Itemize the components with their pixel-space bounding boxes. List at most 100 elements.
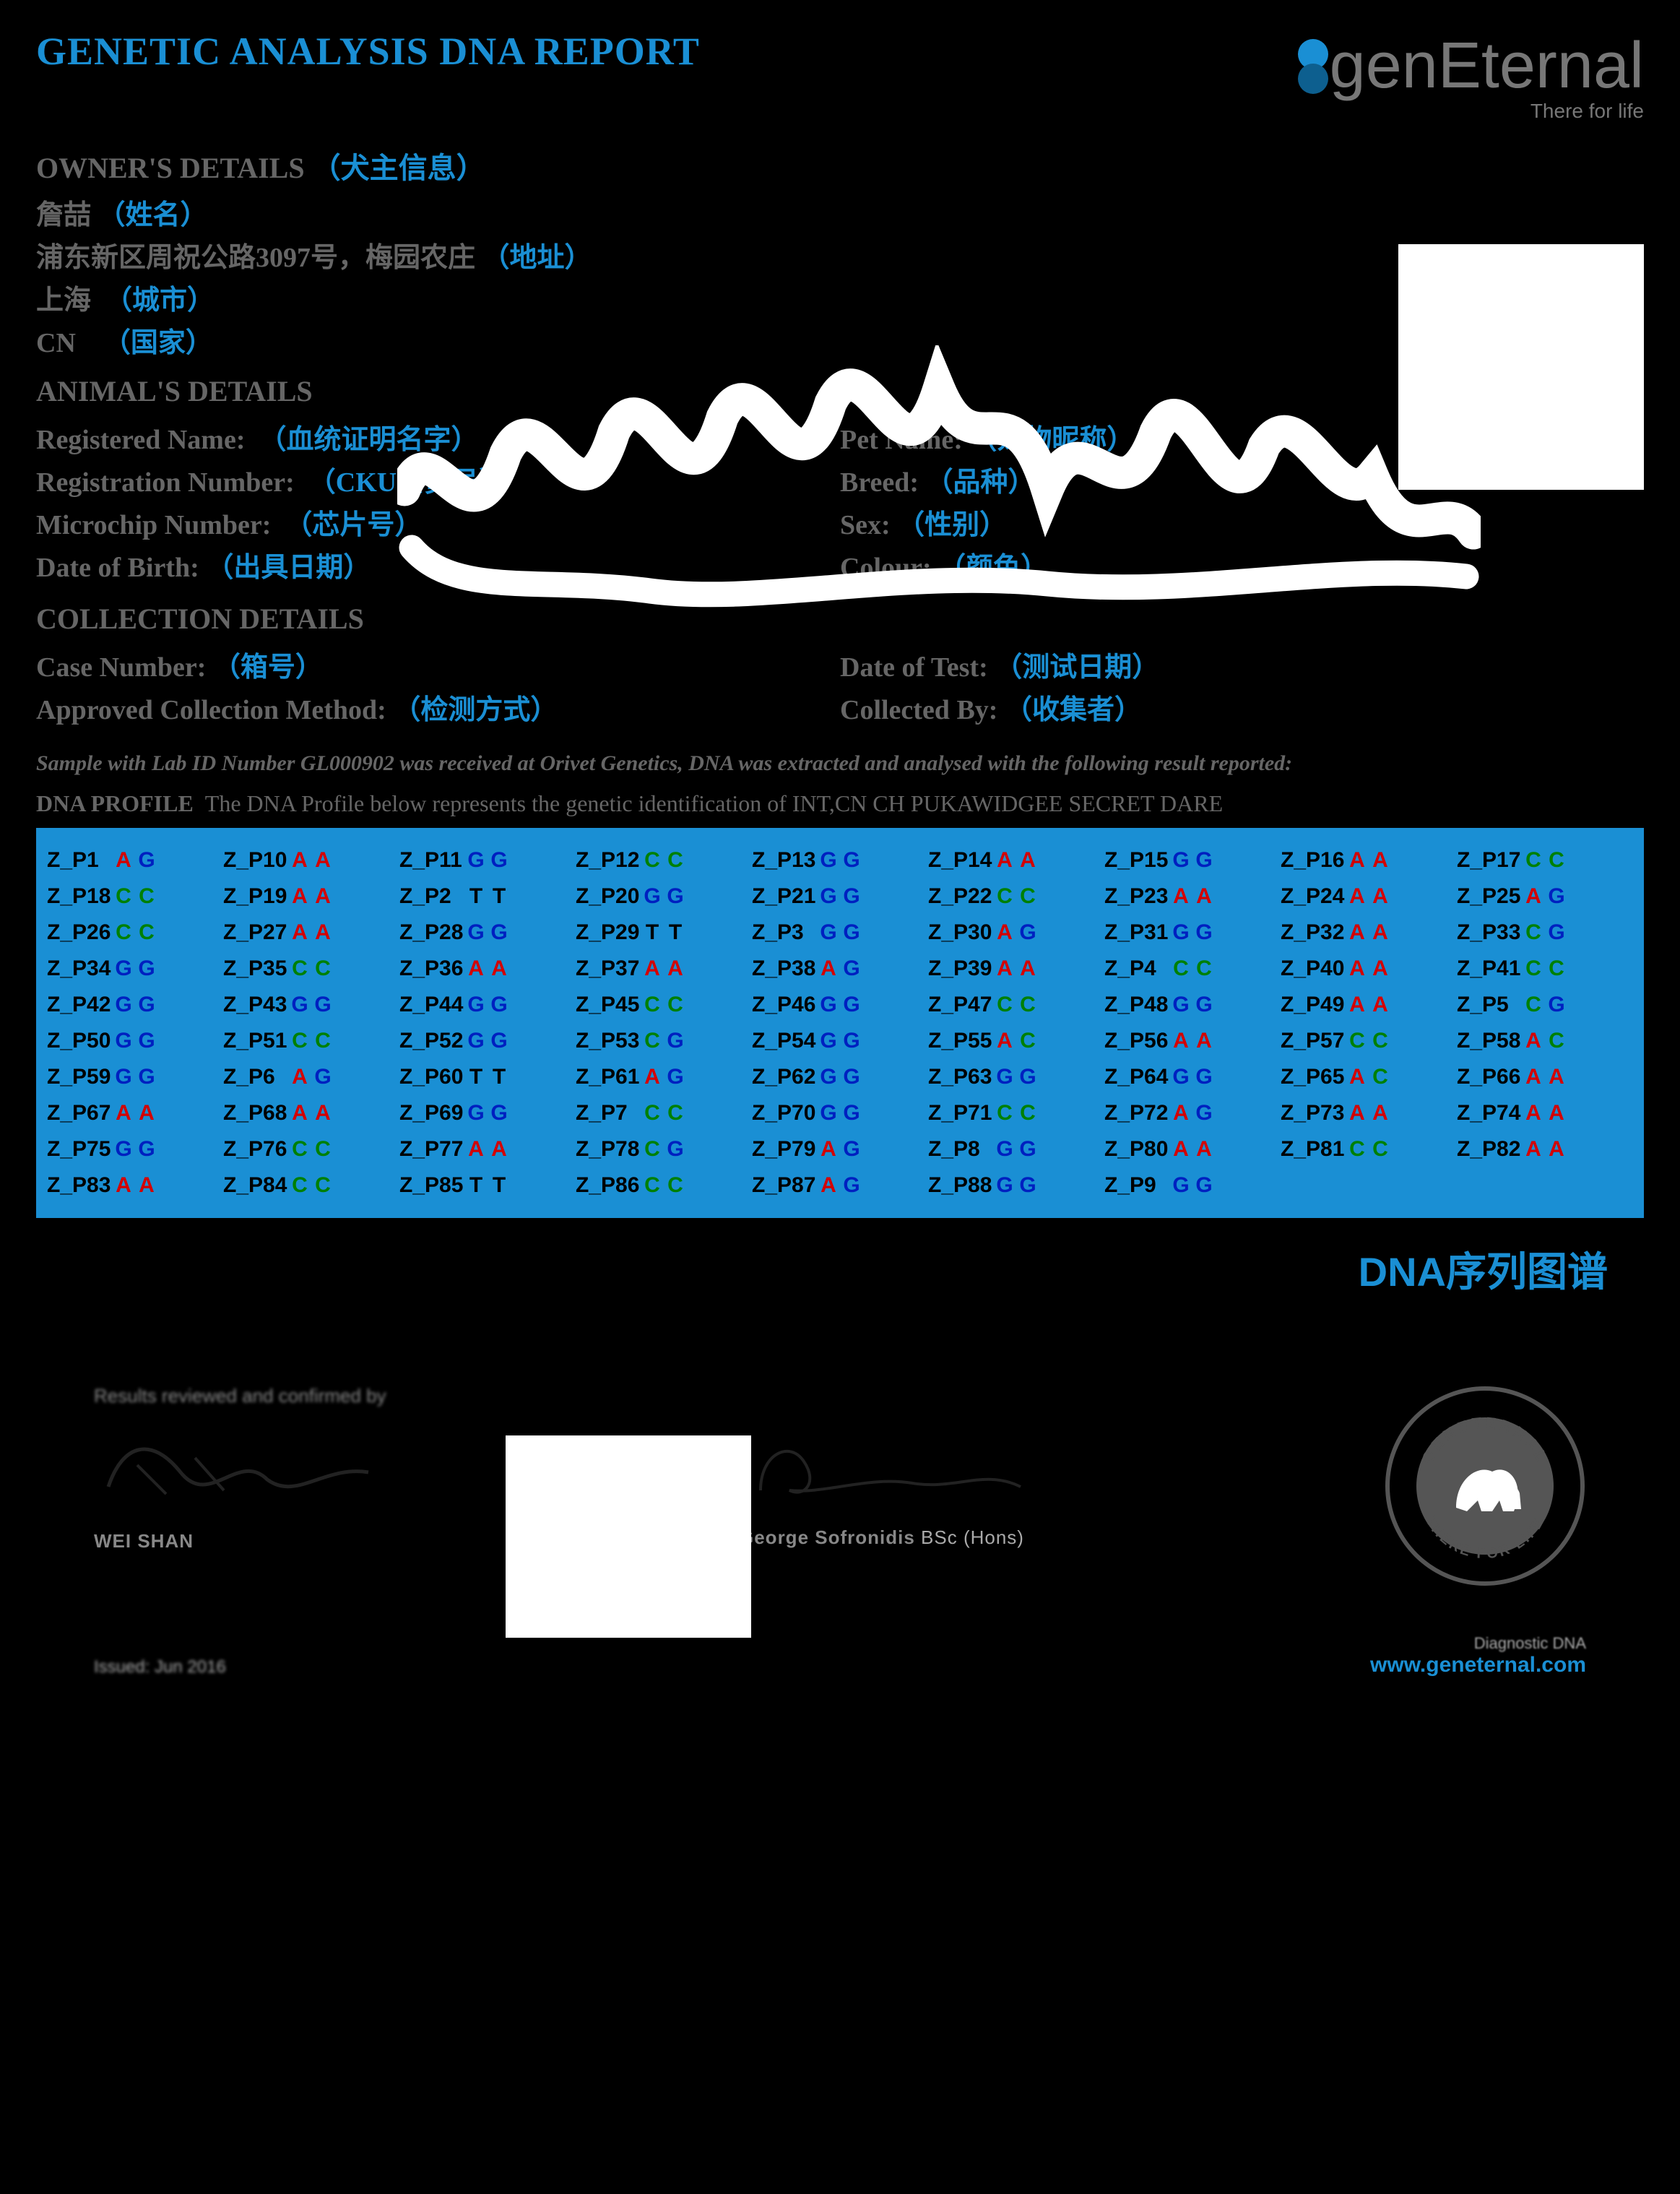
method-cn: （检测方式） xyxy=(393,695,558,725)
dna-marker-cell: Z_P5CG xyxy=(1457,987,1633,1023)
dna-marker-cell: Z_P80AA xyxy=(1104,1131,1281,1167)
dna-marker-cell: Z_P74AA xyxy=(1457,1095,1633,1131)
dna-marker-cell: Z_P42GG xyxy=(47,987,223,1023)
owner-city: 上海 xyxy=(36,285,91,316)
dna-marker-cell: Z_P33CG xyxy=(1457,915,1633,951)
dna-marker-cell: Z_P57CC xyxy=(1281,1023,1457,1059)
dna-marker-cell: Z_P24AA xyxy=(1281,878,1457,915)
dna-marker-cell: Z_P38AG xyxy=(752,951,928,987)
dna-marker-cell: Z_P28GG xyxy=(399,915,576,951)
dna-marker-cell: Z_P79AG xyxy=(752,1131,928,1167)
dna-marker-cell: Z_P81CC xyxy=(1281,1131,1457,1167)
owner-name: 詹喆 xyxy=(36,200,91,230)
pet-name-cn: （宠物昵称） xyxy=(969,425,1134,455)
dna-marker-cell: Z_P34GG xyxy=(47,951,223,987)
dna-marker-cell: Z_P12CC xyxy=(576,842,752,878)
dna-marker-cell: Z_P77AA xyxy=(399,1131,576,1167)
dna-marker-cell: Z_P49AA xyxy=(1281,987,1457,1023)
case-cn: （箱号） xyxy=(213,652,323,683)
dna-marker-cell: Z_P13GG xyxy=(752,842,928,878)
dna-profile-table: Z_P1AGZ_P10AAZ_P11GGZ_P12CCZ_P13GGZ_P14A… xyxy=(36,828,1644,1218)
logo-dots-icon xyxy=(1298,39,1328,94)
dna-marker-cell: Z_P44GG xyxy=(399,987,576,1023)
collection-heading: COLLECTION DETAILS xyxy=(36,602,1644,636)
dna-marker-cell: Z_P54GG xyxy=(752,1023,928,1059)
dna-marker-cell: Z_P20GG xyxy=(576,878,752,915)
testdate-label: Date of Test: xyxy=(840,652,988,683)
breed-label: Breed: xyxy=(840,467,919,498)
dna-marker-cell: Z_P23AA xyxy=(1104,878,1281,915)
dna-marker-cell: Z_P36AA xyxy=(399,951,576,987)
dna-marker-cell: Z_P16AA xyxy=(1281,842,1457,878)
signatory-2-name: George Sofronidis xyxy=(739,1526,915,1548)
logo: genEternal There for life xyxy=(1298,29,1644,123)
dna-marker-cell: Z_P15GG xyxy=(1104,842,1281,878)
dna-marker-cell: Z_P1AG xyxy=(47,842,223,878)
signature-2 xyxy=(739,1425,1028,1512)
redaction-box xyxy=(1398,244,1644,490)
report-title: GENETIC ANALYSIS DNA REPORT xyxy=(36,29,700,74)
dna-marker-cell: Z_P21GG xyxy=(752,878,928,915)
dna-marker-cell: Z_P6AG xyxy=(223,1059,399,1095)
dna-marker-cell: Z_P27AA xyxy=(223,915,399,951)
owner-country-cn: （国家） xyxy=(103,328,213,358)
issued-date: Issued: Jun 2016 xyxy=(94,1657,226,1677)
dna-marker-cell: Z_P48GG xyxy=(1104,987,1281,1023)
dna-marker-cell: Z_P32AA xyxy=(1281,915,1457,951)
dna-marker-cell: Z_P7CC xyxy=(576,1095,752,1131)
logo-gen: gen xyxy=(1330,29,1438,103)
dna-marker-cell: Z_P59GG xyxy=(47,1059,223,1095)
dna-marker-cell: Z_P85TT xyxy=(399,1167,576,1204)
colour-label: Colour: xyxy=(840,553,932,583)
dna-marker-cell: Z_P22CC xyxy=(928,878,1104,915)
dna-marker-cell: Z_P45CC xyxy=(576,987,752,1023)
dna-marker-cell: Z_P58AC xyxy=(1457,1023,1633,1059)
reg-num-cn: （CKU会员号） xyxy=(308,467,506,498)
signature-1 xyxy=(94,1429,383,1516)
dna-marker-cell: Z_P66AA xyxy=(1457,1059,1633,1095)
dna-marker-cell: Z_P60TT xyxy=(399,1059,576,1095)
dna-marker-cell: Z_P31GG xyxy=(1104,915,1281,951)
dna-marker-cell: Z_P64GG xyxy=(1104,1059,1281,1095)
case-label: Case Number: xyxy=(36,652,206,683)
owner-country: CN xyxy=(36,328,76,358)
pet-name-label: Pet Name: xyxy=(840,425,963,455)
website-url: www.geneternal.com xyxy=(1370,1653,1586,1677)
dna-marker-cell: Z_P39AA xyxy=(928,951,1104,987)
sex-cn: （性别） xyxy=(897,510,1007,540)
dna-marker-cell: Z_P46GG xyxy=(752,987,928,1023)
dna-marker-cell: Z_P56AA xyxy=(1104,1023,1281,1059)
dna-marker-cell: Z_P37AA xyxy=(576,951,752,987)
dna-marker-cell: Z_P68AA xyxy=(223,1095,399,1131)
testdate-cn: （测试日期） xyxy=(995,652,1159,683)
chip-label: Microchip Number: xyxy=(36,510,271,540)
dna-marker-cell: Z_P65AC xyxy=(1281,1059,1457,1095)
dna-marker-cell: Z_P86CC xyxy=(576,1167,752,1204)
colour-cn: （颜色） xyxy=(938,553,1048,583)
dna-marker-cell: Z_P53CG xyxy=(576,1023,752,1059)
logo-eternal: Eternal xyxy=(1438,29,1644,103)
dna-marker-cell: Z_P61AG xyxy=(576,1059,752,1095)
dna-marker-cell: Z_P82AA xyxy=(1457,1131,1633,1167)
dna-marker-cell: Z_P83AA xyxy=(47,1167,223,1204)
dna-marker-cell: Z_P18CC xyxy=(47,878,223,915)
dob-label: Date of Birth: xyxy=(36,553,199,583)
dna-marker-cell: Z_P71CC xyxy=(928,1095,1104,1131)
dob-cn: （出具日期） xyxy=(206,553,371,583)
dna-marker-cell: Z_P35CC xyxy=(223,951,399,987)
dna-marker-cell: Z_P78CG xyxy=(576,1131,752,1167)
dna-marker-cell: Z_P70GG xyxy=(752,1095,928,1131)
dna-marker-cell: Z_P63GG xyxy=(928,1059,1104,1095)
dna-marker-cell: Z_P29TT xyxy=(576,915,752,951)
dna-marker-cell: Z_P40AA xyxy=(1281,951,1457,987)
reg-name-cn: （血统证明名字） xyxy=(259,425,478,455)
owner-address-cn: （地址） xyxy=(482,243,592,273)
owner-address: 浦东新区周祝公路3097号，梅园农庄 xyxy=(36,243,475,273)
dna-marker-cell: Z_P75GG xyxy=(47,1131,223,1167)
reg-num-label: Registration Number: xyxy=(36,467,295,498)
reg-name-label: Registered Name: xyxy=(36,425,245,455)
dna-marker-cell: Z_P84CC xyxy=(223,1167,399,1204)
dna-marker-cell: Z_P88GG xyxy=(928,1167,1104,1204)
dna-marker-cell: Z_P43GG xyxy=(223,987,399,1023)
dna-marker-cell: Z_P26CC xyxy=(47,915,223,951)
